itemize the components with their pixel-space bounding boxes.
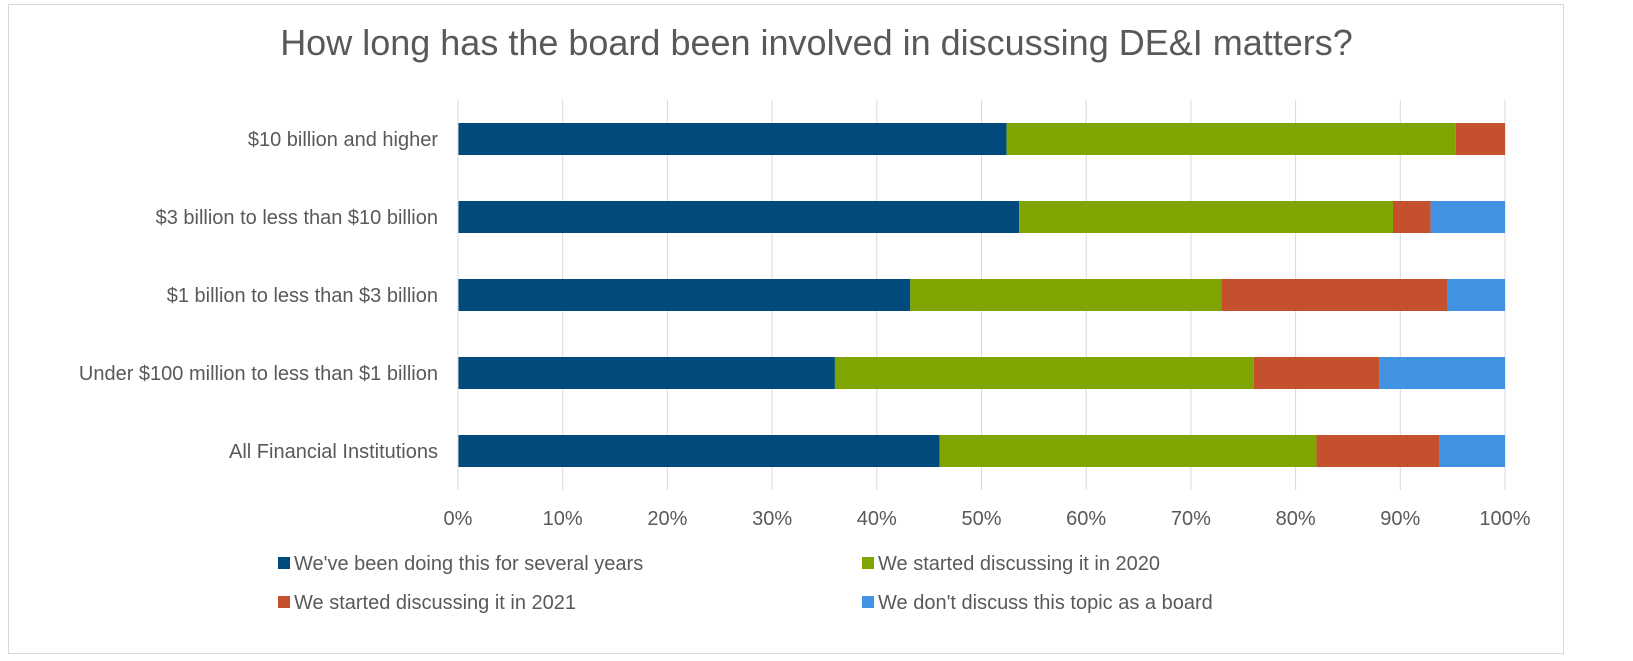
x-tick-label: 80%: [1276, 508, 1316, 530]
bar-segment: [458, 279, 911, 311]
bar-segment: [1006, 123, 1456, 155]
x-tick-label: 100%: [1479, 508, 1530, 530]
legend-swatch: [862, 557, 874, 569]
bar-segment: [1392, 201, 1431, 233]
bar-segment: [1439, 435, 1505, 467]
x-tick-label: 20%: [647, 508, 687, 530]
bar-segment: [458, 357, 835, 389]
bar-segment: [458, 123, 1007, 155]
y-category-label: $3 billion to less than $10 billion: [156, 207, 438, 229]
x-tick-label: 30%: [752, 508, 792, 530]
bar-segment: [834, 357, 1254, 389]
y-category-label: All Financial Institutions: [229, 441, 438, 463]
x-tick-label: 50%: [961, 508, 1001, 530]
x-tick-label: 70%: [1171, 508, 1211, 530]
bar-segment: [458, 201, 1020, 233]
y-category-label: $1 billion to less than $3 billion: [167, 285, 438, 307]
bar-segment: [1221, 279, 1448, 311]
x-tick-label: 0%: [444, 508, 473, 530]
chart-title: How long has the board been involved in …: [280, 22, 1353, 63]
bar-segment: [1455, 123, 1505, 155]
y-category-label: Under $100 million to less than $1 billi…: [79, 363, 438, 385]
bar-segment: [1316, 435, 1440, 467]
legend-swatch: [862, 596, 874, 608]
legend-label: We don't discuss this topic as a board: [878, 592, 1213, 614]
x-tick-label: 60%: [1066, 508, 1106, 530]
bar-segment: [1253, 357, 1380, 389]
legend-label: We started discussing it in 2020: [878, 553, 1160, 575]
legend-label: We've been doing this for several years: [294, 553, 643, 575]
bar-segment: [458, 435, 940, 467]
bar-segment: [1430, 201, 1505, 233]
x-tick-label: 90%: [1380, 508, 1420, 530]
y-category-label: $10 billion and higher: [248, 129, 438, 151]
bar-segment: [1019, 201, 1393, 233]
x-tick-label: 40%: [857, 508, 897, 530]
chart-frame: [8, 4, 1564, 654]
bar-segment: [910, 279, 1222, 311]
x-tick-label: 10%: [543, 508, 583, 530]
legend-swatch: [278, 557, 290, 569]
bar-segment: [1447, 279, 1505, 311]
legend-swatch: [278, 596, 290, 608]
legend-label: We started discussing it in 2021: [294, 592, 576, 614]
bar-segment: [1379, 357, 1505, 389]
bar-segment: [939, 435, 1317, 467]
